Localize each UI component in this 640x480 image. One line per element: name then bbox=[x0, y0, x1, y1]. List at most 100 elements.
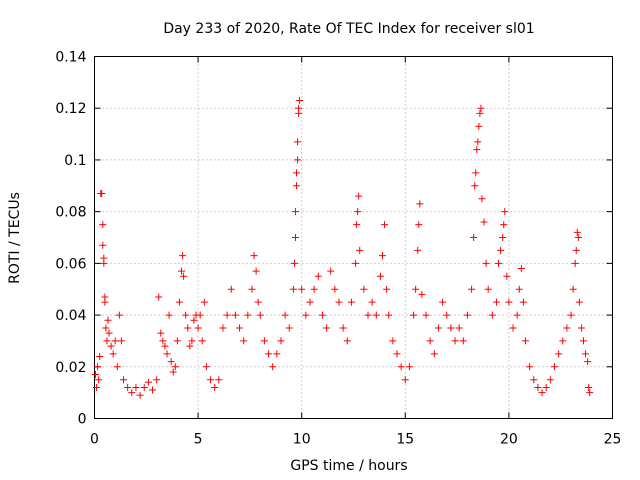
data-point bbox=[412, 285, 420, 293]
data-point bbox=[99, 241, 107, 249]
data-point bbox=[95, 376, 103, 384]
data-point bbox=[343, 337, 351, 345]
data-point bbox=[430, 350, 438, 358]
data-point bbox=[372, 311, 380, 319]
data-point bbox=[582, 350, 590, 358]
data-point bbox=[584, 358, 592, 366]
data-point bbox=[302, 311, 310, 319]
y-tick-label: 0.12 bbox=[55, 101, 86, 117]
data-point bbox=[585, 383, 593, 391]
data-point bbox=[474, 138, 482, 146]
data-point bbox=[202, 363, 210, 371]
data-point bbox=[293, 169, 301, 177]
data-point bbox=[471, 182, 479, 190]
data-point bbox=[530, 376, 538, 384]
data-point bbox=[573, 228, 581, 236]
data-point bbox=[215, 376, 223, 384]
data-point bbox=[161, 342, 169, 350]
data-point bbox=[480, 218, 488, 226]
x-tick-label: 20 bbox=[500, 432, 518, 448]
data-point bbox=[470, 234, 478, 241]
data-point bbox=[515, 285, 523, 293]
y-tick-label: 0.08 bbox=[55, 205, 86, 221]
data-point bbox=[293, 182, 301, 190]
data-point bbox=[476, 109, 484, 117]
data-point bbox=[140, 383, 148, 391]
data-point bbox=[509, 324, 517, 332]
data-point bbox=[291, 234, 299, 241]
data-point bbox=[567, 311, 575, 319]
data-point bbox=[335, 298, 343, 306]
data-point bbox=[546, 376, 554, 384]
data-point bbox=[296, 96, 304, 104]
data-point bbox=[310, 285, 318, 293]
data-point bbox=[352, 259, 360, 267]
data-point bbox=[501, 208, 509, 216]
data-point bbox=[477, 104, 485, 112]
data-point bbox=[169, 368, 177, 376]
data-point bbox=[526, 363, 534, 371]
data-point bbox=[175, 298, 183, 306]
data-point bbox=[383, 285, 391, 293]
data-point bbox=[497, 246, 505, 254]
data-point bbox=[194, 324, 202, 332]
data-point bbox=[586, 389, 594, 397]
data-point bbox=[244, 311, 252, 319]
data-point bbox=[579, 337, 587, 345]
x-tick-label: 0 bbox=[90, 432, 99, 448]
data-point bbox=[356, 246, 364, 254]
data-point bbox=[102, 324, 110, 332]
data-point bbox=[468, 285, 476, 293]
data-point bbox=[577, 324, 585, 332]
data-point bbox=[250, 252, 258, 260]
data-point bbox=[111, 337, 119, 345]
data-point bbox=[107, 342, 115, 350]
y-tick-label: 0.04 bbox=[55, 308, 86, 324]
data-point bbox=[306, 298, 314, 306]
x-tick-label: 25 bbox=[604, 432, 622, 448]
data-point bbox=[98, 190, 106, 198]
data-point bbox=[550, 363, 558, 371]
x-tick-label: 5 bbox=[194, 432, 203, 448]
data-point bbox=[415, 221, 423, 229]
axis-ticks: 0 0.02 0.04 0.06 0.08 0.1 0.12 0.14 0 5 10 15 20 25 bbox=[55, 50, 621, 448]
data-point bbox=[385, 311, 393, 319]
data-point bbox=[447, 324, 455, 332]
data-point bbox=[103, 337, 111, 345]
data-point bbox=[269, 363, 277, 371]
data-point bbox=[473, 146, 481, 154]
data-point bbox=[401, 376, 409, 384]
data-point bbox=[153, 376, 161, 384]
data-point bbox=[443, 311, 451, 319]
data-point bbox=[475, 122, 483, 130]
data-point bbox=[101, 298, 109, 306]
data-point bbox=[414, 246, 422, 254]
data-point bbox=[167, 358, 175, 366]
data-point bbox=[171, 363, 179, 371]
data-point bbox=[99, 221, 107, 229]
data-point bbox=[94, 363, 102, 371]
data-point bbox=[572, 246, 580, 254]
y-tick-label: 0.06 bbox=[55, 256, 86, 272]
data-point bbox=[569, 285, 577, 293]
data-point bbox=[173, 337, 181, 345]
data-point bbox=[236, 324, 244, 332]
data-point bbox=[347, 298, 355, 306]
data-point bbox=[559, 337, 567, 345]
data-point bbox=[260, 337, 268, 345]
data-point bbox=[117, 337, 125, 345]
data-point bbox=[163, 350, 171, 358]
data-point bbox=[439, 298, 447, 306]
data-point bbox=[451, 337, 459, 345]
data-point bbox=[354, 208, 362, 216]
data-point bbox=[318, 311, 326, 319]
data-point bbox=[285, 324, 293, 332]
data-point bbox=[339, 324, 347, 332]
data-point bbox=[298, 285, 306, 293]
data-point bbox=[505, 298, 513, 306]
grid bbox=[94, 56, 613, 419]
data-point bbox=[327, 267, 335, 275]
data-point bbox=[184, 324, 192, 332]
data-point bbox=[492, 298, 500, 306]
data-point bbox=[426, 337, 434, 345]
